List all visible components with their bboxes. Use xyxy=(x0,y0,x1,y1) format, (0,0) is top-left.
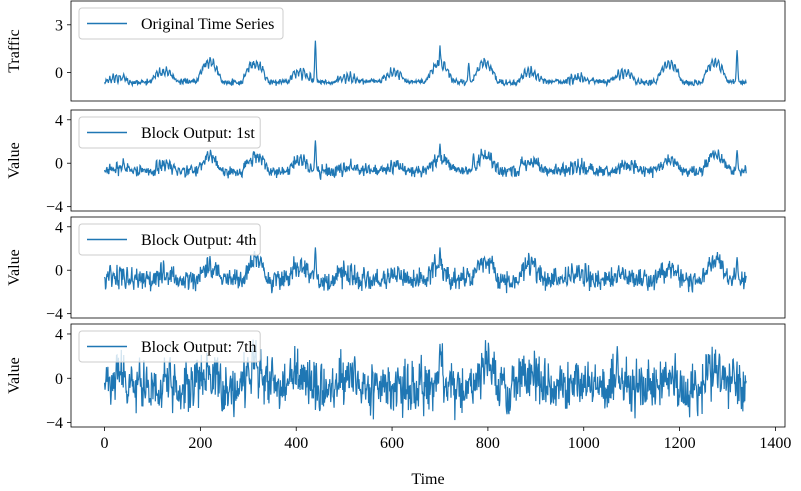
y-axis-label: Value xyxy=(6,357,23,393)
series-line-3 xyxy=(103,247,747,294)
axes-frame-3 xyxy=(70,216,786,319)
x-tick-label: 400 xyxy=(284,435,308,452)
x-tick-label: 1400 xyxy=(759,435,791,452)
axes-frame-2 xyxy=(70,109,786,212)
y-axis-label: Value xyxy=(6,249,23,285)
y-tick-label: 4 xyxy=(55,112,63,129)
y-tick-label: 0 xyxy=(55,65,63,82)
y-tick-label: 4 xyxy=(55,219,63,236)
legend-box xyxy=(78,223,261,256)
y-tick-label: 0 xyxy=(55,371,63,388)
panel-4: −4 0 4 Value Block Output: 7th xyxy=(6,323,786,432)
x-tick-label: 1000 xyxy=(568,435,600,452)
x-tick-label: 600 xyxy=(380,435,404,452)
legend-box xyxy=(78,116,261,149)
y-tick-label: 4 xyxy=(55,326,63,343)
legend-label: Original Time Series xyxy=(141,16,274,33)
legend-label: Block Output: 7th xyxy=(141,339,257,356)
x-tick-label: 0 xyxy=(101,435,109,452)
legend-box xyxy=(78,7,284,40)
axes-frame-4 xyxy=(70,323,786,428)
y-tick-label: 0 xyxy=(55,263,63,280)
legend-label: Block Output: 1st xyxy=(141,125,255,142)
y-tick-label: −4 xyxy=(46,199,63,216)
legend: Block Output: 7th xyxy=(78,330,261,363)
legend: Block Output: 1st xyxy=(78,116,261,149)
y-axis-label: Value xyxy=(6,142,23,178)
legend: Block Output: 4th xyxy=(78,223,261,256)
series-line-2 xyxy=(103,140,747,180)
axes-frame-1 xyxy=(70,0,786,102)
y-axis-label: Traffic xyxy=(6,29,23,73)
panel-1: 0 3 Traffic Original Time Series xyxy=(6,0,786,102)
x-axis-label: Time xyxy=(411,471,444,488)
legend-label: Block Output: 4th xyxy=(141,232,257,249)
y-tick-label: 3 xyxy=(55,17,63,34)
legend: Original Time Series xyxy=(78,7,284,40)
series-line-1 xyxy=(103,40,747,88)
panel-2: −4 0 4 Value Block Output: 1st xyxy=(6,109,786,216)
panel-3: −4 0 4 Value Block Output: 4th xyxy=(6,216,786,323)
y-tick-label: −4 xyxy=(46,415,63,432)
x-tick-label: 1200 xyxy=(664,435,696,452)
series-line-4 xyxy=(103,339,747,421)
y-tick-label: 0 xyxy=(55,156,63,173)
x-tick-label: 200 xyxy=(188,435,212,452)
x-tick-label: 800 xyxy=(476,435,500,452)
y-tick-label: −4 xyxy=(46,306,63,323)
legend-box xyxy=(78,330,261,363)
